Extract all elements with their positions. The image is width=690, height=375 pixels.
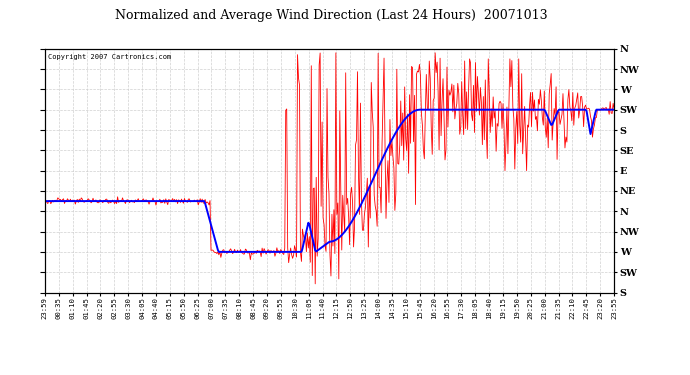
Text: Normalized and Average Wind Direction (Last 24 Hours)  20071013: Normalized and Average Wind Direction (L… [115,9,547,22]
Text: Copyright 2007 Cartronics.com: Copyright 2007 Cartronics.com [48,54,171,60]
